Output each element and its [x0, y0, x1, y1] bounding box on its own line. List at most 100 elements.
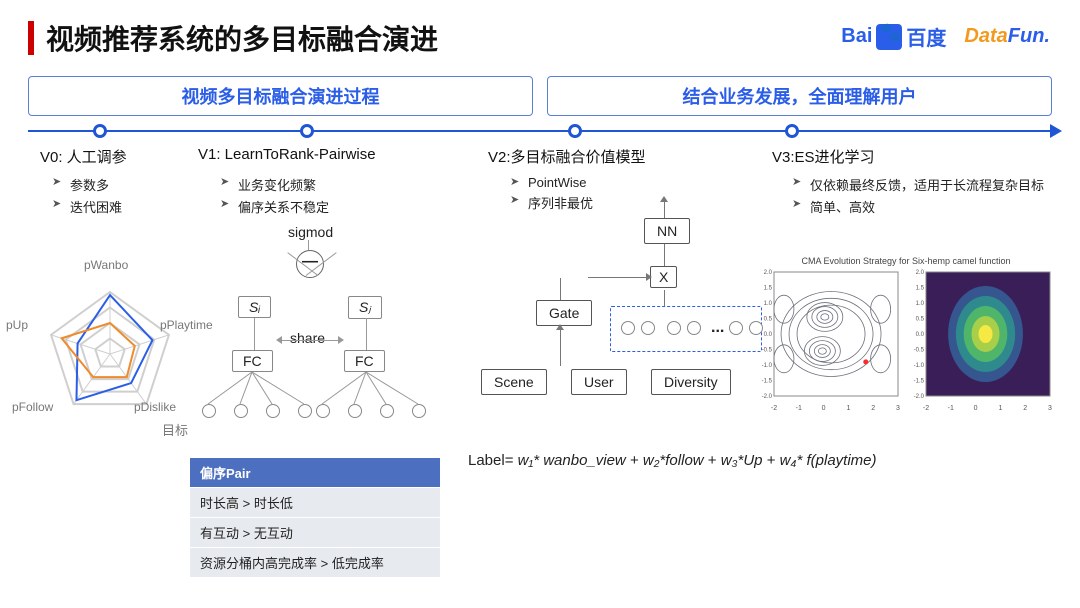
input-node: [316, 404, 330, 418]
radar-label: pWanbo: [84, 258, 128, 272]
eq-joiner: +: [708, 452, 721, 469]
table-row: 时长高 > 时长低: [190, 488, 440, 518]
datafun-b: Fun.: [1008, 25, 1050, 47]
v2-head: V2:多目标融合价值模型: [488, 146, 646, 167]
datafun-a: Data: [964, 25, 1007, 47]
list-item: 参数多: [52, 175, 122, 194]
cma-left-plot: -2-10123-2.0-1.5-1.0-0.50.00.51.01.52.0: [756, 268, 902, 414]
svg-text:-1.5: -1.5: [762, 379, 773, 385]
svg-text:1.0: 1.0: [916, 301, 925, 307]
subtitle-left: 视频多目标融合演进过程: [28, 76, 533, 116]
input-node: [348, 404, 362, 418]
cma-chart: CMA Evolution Strategy for Six-hemp came…: [756, 256, 1056, 414]
list-item: 序列非最优: [510, 193, 593, 212]
list-item: PointWise: [510, 175, 593, 190]
edge: [588, 277, 650, 278]
v2-diagram: NN X Gate ... Scene: [480, 218, 760, 428]
svg-text:0.0: 0.0: [764, 332, 773, 338]
edge: [282, 340, 338, 341]
timeline-line: [28, 130, 1060, 132]
paw-icon: [876, 24, 902, 50]
svg-text:0.5: 0.5: [764, 317, 773, 323]
svg-text:-2: -2: [923, 405, 929, 412]
timeline: [28, 122, 1060, 140]
v0-list: 参数多 迭代困难: [52, 172, 122, 219]
pair-table: 偏序Pair 时长高 > 时长低 有互动 > 无互动 资源分桶内高完成率 > 低…: [190, 458, 440, 577]
input-node: [412, 404, 426, 418]
arrow-up-icon: [556, 324, 564, 330]
table-row: 有互动 > 无互动: [190, 518, 440, 548]
title-accent: [28, 21, 34, 55]
dots-label: ...: [711, 319, 724, 337]
fan-edges: [198, 372, 428, 412]
cma-title: CMA Evolution Strategy for Six-hemp came…: [756, 256, 1056, 266]
radar-label: pUp: [6, 318, 28, 332]
sj-node: Sⱼ: [348, 296, 382, 319]
timeline-dot-v2: [568, 124, 582, 138]
v3-list: 仅依赖最终反馈，适用于长流程复杂目标 简单、高效: [792, 172, 1062, 219]
svg-text:-1.0: -1.0: [762, 363, 773, 369]
logo-bar: Bai 百度 DataFun.: [841, 22, 1050, 51]
svg-text:3: 3: [896, 405, 900, 412]
v2-list: PointWise 序列非最优: [510, 172, 593, 215]
svg-text:-2.0: -2.0: [762, 394, 773, 400]
arrow-right-icon: [646, 273, 652, 281]
label-equation: Label= w₁* wanbo_view + w₂*follow + w₃*U…: [468, 452, 877, 469]
svg-text:1.5: 1.5: [764, 286, 773, 292]
pair-table-header: 偏序Pair: [190, 458, 440, 488]
eq-joiner: +: [630, 452, 643, 469]
edge: [664, 290, 665, 306]
gate-node: Gate: [536, 300, 592, 326]
edge: [254, 318, 255, 350]
eq-term: w₄* f(playtime): [780, 452, 877, 469]
svg-text:2.0: 2.0: [764, 270, 773, 276]
baidu-text-right: 百度: [906, 22, 946, 51]
edge: [308, 240, 309, 250]
dashed-group: ...: [610, 306, 762, 352]
v1-diagram: sigmod — Sᵢ Sⱼ share FC FC: [198, 222, 428, 452]
input-node: [202, 404, 216, 418]
list-item: 简单、高效: [792, 197, 1062, 216]
si-node: Sᵢ: [238, 296, 271, 318]
list-item: 业务变化频繁: [220, 175, 329, 194]
svg-text:1.0: 1.0: [764, 301, 773, 307]
svg-text:-0.5: -0.5: [762, 348, 773, 354]
svg-text:-2: -2: [771, 405, 777, 412]
circle-set: [621, 321, 655, 335]
edge: [664, 200, 665, 218]
arrow-right-icon: [338, 336, 344, 344]
input-node: [234, 404, 248, 418]
subtitle-right: 结合业务发展，全面理解用户: [547, 76, 1052, 116]
nn-node: NN: [644, 218, 690, 244]
svg-text:0: 0: [974, 405, 978, 412]
radar-chart: pWanbo pPlaytime pDislike pFollow pUp: [20, 260, 200, 440]
edge: [664, 244, 665, 266]
share-label: share: [290, 330, 325, 346]
arrow-left-icon: [276, 336, 282, 344]
svg-text:0: 0: [822, 405, 826, 412]
input-node: [266, 404, 280, 418]
eq-prefix: Label=: [468, 452, 518, 469]
radar-label: pDislike: [134, 400, 176, 414]
baidu-text-left: Bai: [841, 25, 872, 48]
svg-text:2.0: 2.0: [916, 270, 925, 276]
timeline-dot-v0: [93, 124, 107, 138]
input-node: [380, 404, 394, 418]
v0-head: V0: 人工调参: [40, 146, 127, 167]
cma-right-plot: -2-10123-2.0-1.5-1.0-0.50.00.51.01.52.0: [908, 268, 1054, 414]
x-node: X: [650, 266, 677, 288]
v3-head: V3:ES进化学习: [772, 146, 875, 167]
bottom-row: Scene User Diversity: [480, 364, 762, 406]
scene-node: Scene: [481, 369, 547, 395]
page-title-group: 视频推荐系统的多目标融合演进: [28, 18, 438, 58]
edge: [560, 326, 561, 366]
baidu-logo: Bai 百度: [841, 22, 946, 51]
subtitle-row: 视频多目标融合演进过程 结合业务发展，全面理解用户: [28, 76, 1052, 116]
eq-joiner: +: [767, 452, 780, 469]
timeline-dot-v3: [785, 124, 799, 138]
svg-text:-1.5: -1.5: [914, 379, 925, 385]
timeline-dot-v1: [300, 124, 314, 138]
svg-text:-1.0: -1.0: [914, 363, 925, 369]
sigmod-label: sigmod: [278, 222, 343, 242]
datafun-logo: DataFun.: [964, 25, 1050, 48]
